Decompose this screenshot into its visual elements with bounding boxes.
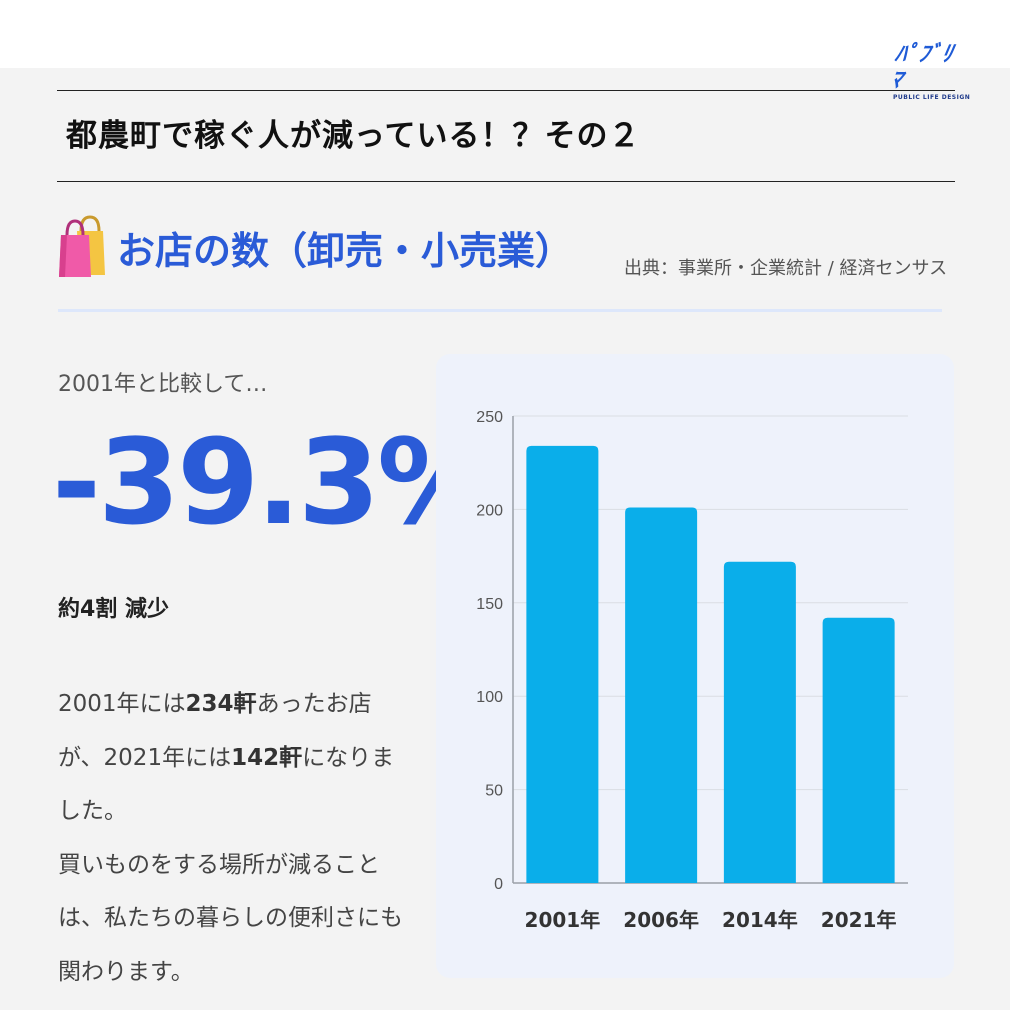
- y-tick-label: 100: [476, 689, 503, 706]
- bar-chart: 0 50 100 150 200 250 2001年 2006年 2014年 2021年: [476, 409, 908, 932]
- bar-2014年: [723, 561, 796, 883]
- desc-count-2001: 234軒: [185, 691, 257, 717]
- desc-part-3: になりました。: [58, 744, 395, 825]
- page-title: 都農町で稼ぐ人が減っている！？その２: [66, 118, 641, 154]
- desc-count-2021: 142軒: [231, 744, 303, 771]
- bar-2021年: [822, 617, 895, 883]
- desc-part-2: あったお店が、2021年には: [58, 691, 372, 771]
- y-tick-label: 150: [476, 596, 503, 613]
- bar-2006年: [625, 507, 698, 883]
- x-tick-label: 2006年: [623, 908, 699, 932]
- logo-mark: ﾊﾟﾌﾞﾘﾏ: [888, 42, 956, 93]
- y-tick-label: 250: [476, 409, 503, 426]
- comparison-label: 2001年と比較して…: [58, 372, 268, 397]
- x-tick-label: 2014年: [722, 908, 798, 932]
- description-text: 2001年には234軒あったお店が、2021年には142軒になりました。買いもの…: [58, 678, 403, 999]
- shopping-bag-icon: [59, 215, 105, 277]
- section-divider: [58, 309, 942, 312]
- desc-part-1: 2001年には: [58, 691, 186, 717]
- title-top-rule: [57, 90, 955, 91]
- desc-part-4: 買いものをする場所が減ることは、私たちの暮らしの便利さにも関わります。: [58, 851, 403, 985]
- brand-logo: ﾊﾟﾌﾞﾘﾏ PUBLIC LIFE DESIGN: [889, 42, 970, 101]
- y-tick-label: 50: [485, 783, 503, 800]
- decrease-label: 約4割 減少: [58, 597, 169, 622]
- title-bottom-rule: [57, 181, 955, 182]
- bar-2001年: [526, 445, 599, 883]
- x-tick-label: 2021年: [821, 908, 897, 932]
- logo-subtitle: PUBLIC LIFE DESIGN: [893, 94, 971, 101]
- chart-card: 0 50 100 150 200 250 2001年 2006年 2014年 2021年: [436, 354, 954, 978]
- y-tick-label: 0: [494, 876, 503, 893]
- y-tick-label: 200: [476, 502, 503, 519]
- section-title: お店の数（卸売・小売業）: [117, 229, 574, 273]
- source-note: 出典：事業所・企業統計 / 経済センサス: [624, 258, 948, 279]
- change-percentage: -39.3%: [52, 413, 495, 551]
- x-tick-label: 2001年: [525, 908, 601, 932]
